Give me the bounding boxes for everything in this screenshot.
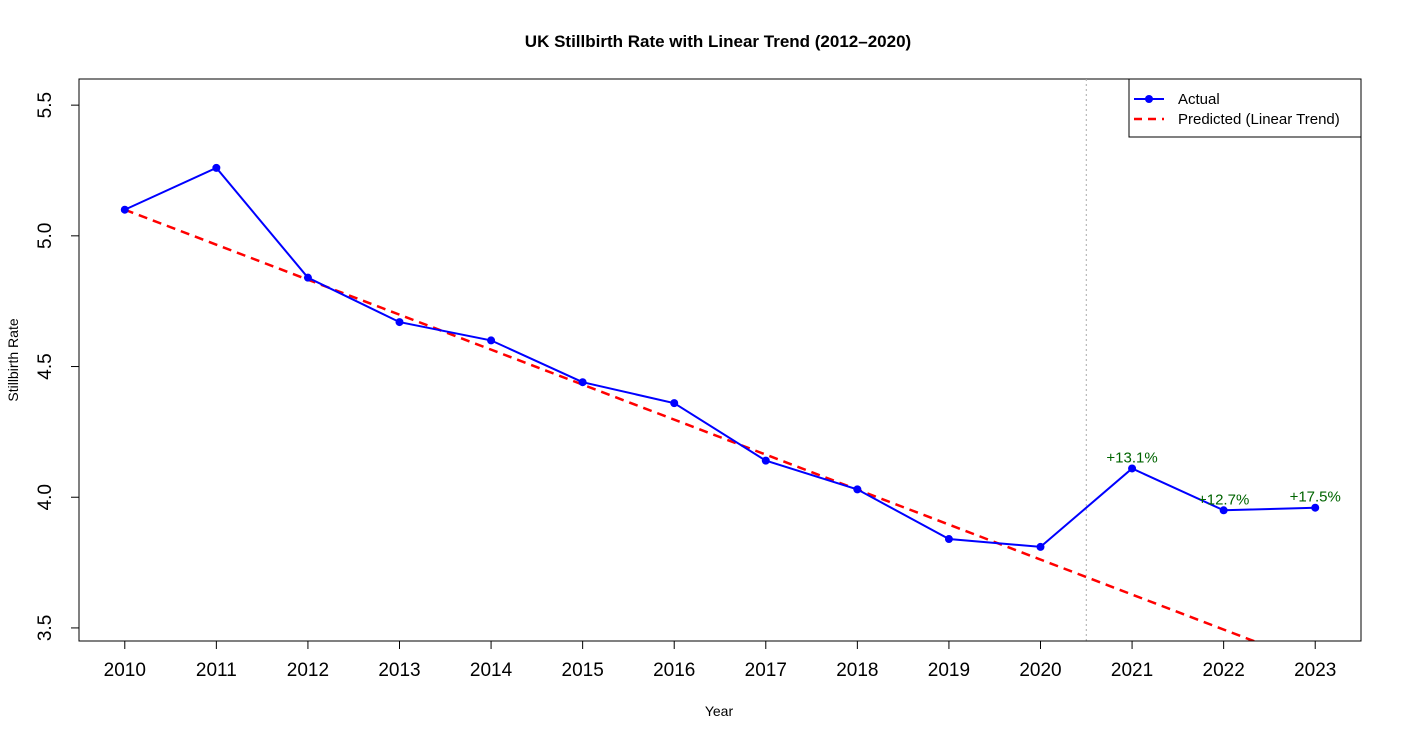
- x-tick-label: 2010: [104, 660, 146, 681]
- y-tick-label: 5.5: [35, 92, 56, 118]
- actual-point: [120, 205, 129, 214]
- actual-point: [395, 318, 404, 327]
- series-layer: [120, 163, 1320, 641]
- x-tick-label: 2014: [470, 660, 513, 681]
- actual-point: [670, 399, 679, 408]
- x-tick-label: 2023: [1294, 660, 1336, 681]
- percent-annotation: +13.1%: [1106, 449, 1157, 466]
- actual-point: [1128, 464, 1137, 473]
- x-tick-label: 2012: [287, 660, 329, 681]
- x-tick-label: 2011: [196, 660, 237, 681]
- x-tick-label: 2020: [1019, 660, 1061, 681]
- actual-point: [212, 163, 221, 172]
- actual-point: [944, 535, 953, 544]
- legend-actual-point: [1145, 95, 1153, 103]
- legend-actual-label: Actual: [1178, 91, 1220, 108]
- y-tick-label: 5.0: [35, 223, 56, 249]
- y-axis: 3.5 4.0 4.5 5.0 5.5: [35, 92, 80, 641]
- plot-frame: [78, 78, 1362, 642]
- x-tick-label: 2021: [1111, 660, 1153, 681]
- predicted-trend-line: [124, 208, 1258, 641]
- actual-point: [761, 456, 770, 465]
- x-tick-label: 2015: [562, 660, 604, 681]
- legend: Actual Predicted (Linear Trend): [1128, 78, 1362, 138]
- x-tick-label: 2018: [836, 660, 878, 681]
- actual-series-line: [124, 166, 1316, 548]
- percent-annotation: +17.5%: [1290, 489, 1341, 506]
- actual-point: [1036, 542, 1045, 551]
- actual-point: [1311, 503, 1320, 512]
- percent-annotation: +12.7%: [1198, 491, 1249, 508]
- actual-point: [303, 273, 312, 282]
- y-tick-label: 4.5: [35, 353, 56, 379]
- x-axis: 2010 2011 2012 2013 2014 2015 2016 2017 2018 2019…: [104, 640, 1336, 681]
- legend-box: [1128, 78, 1362, 138]
- y-axis-label: Stillbirth Rate: [5, 318, 21, 401]
- actual-point: [578, 378, 587, 387]
- x-tick-label: 2019: [928, 660, 970, 681]
- legend-predicted-label: Predicted (Linear Trend): [1178, 111, 1340, 128]
- x-tick-label: 2017: [745, 660, 787, 681]
- actual-point: [487, 336, 496, 345]
- actual-point: [1219, 506, 1228, 515]
- annotation-layer: +13.1% +12.7% +17.5%: [1106, 449, 1340, 508]
- x-tick-label: 2016: [653, 660, 695, 681]
- y-tick-label: 3.5: [35, 615, 56, 641]
- x-axis-label: Year: [705, 703, 734, 719]
- y-tick-label: 4.0: [35, 484, 56, 510]
- x-tick-label: 2013: [378, 660, 420, 681]
- actual-point: [853, 485, 862, 494]
- x-tick-label: 2022: [1203, 660, 1245, 681]
- chart-title: UK Stillbirth Rate with Linear Trend (20…: [525, 32, 911, 51]
